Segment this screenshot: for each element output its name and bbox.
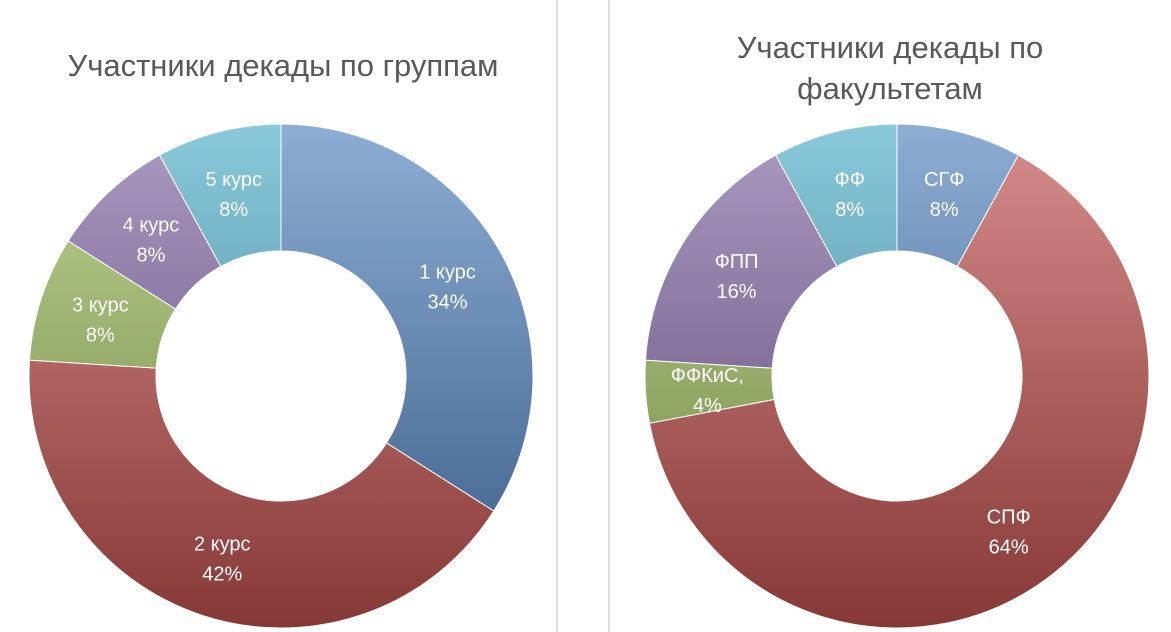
slice-label: 3 курс xyxy=(72,294,129,316)
slice-label: 4 курс xyxy=(123,214,180,236)
slice-value-label: 64% xyxy=(989,537,1029,559)
slice-value-label: 8% xyxy=(86,324,115,346)
donut-slice xyxy=(28,359,495,629)
chart-title-line: Участники декады по группам xyxy=(68,48,499,83)
chart-title-line: факультетам xyxy=(797,71,983,106)
slice-label: ФПП xyxy=(715,251,759,273)
slice-value-label: 4% xyxy=(693,395,722,417)
slice-label: СПФ xyxy=(987,507,1031,529)
donut-slice xyxy=(280,123,534,512)
slice-value-label: 42% xyxy=(202,564,242,586)
donut-slice xyxy=(648,154,1150,629)
slice-value-label: 8% xyxy=(219,199,248,221)
slice-value-label: 8% xyxy=(835,199,864,221)
slice-label: СГФ xyxy=(924,169,964,191)
donut-slice xyxy=(644,154,838,369)
slice-value-label: 34% xyxy=(427,291,467,313)
slice-value-label: 8% xyxy=(930,199,959,221)
slice-label: ФФКиС, xyxy=(671,365,744,387)
slice-value-label: 8% xyxy=(136,244,165,266)
slice-label: 1 курс xyxy=(419,261,476,283)
donut-slice xyxy=(774,123,898,268)
donut-slice xyxy=(158,123,282,268)
slice-label: 2 курс xyxy=(194,534,251,556)
slice-label: 5 курс xyxy=(205,169,262,191)
slice-value-label: 16% xyxy=(717,281,757,303)
slice-label: ФФ xyxy=(835,169,865,191)
chart-groups: Участники декады по группам 1 курс 34% 2 к… xyxy=(28,48,534,629)
chart-title-line: Участники декады по xyxy=(737,30,1044,65)
chart-faculties: Участники декады по факультетам СГФ 8% СПФ… xyxy=(644,30,1150,629)
